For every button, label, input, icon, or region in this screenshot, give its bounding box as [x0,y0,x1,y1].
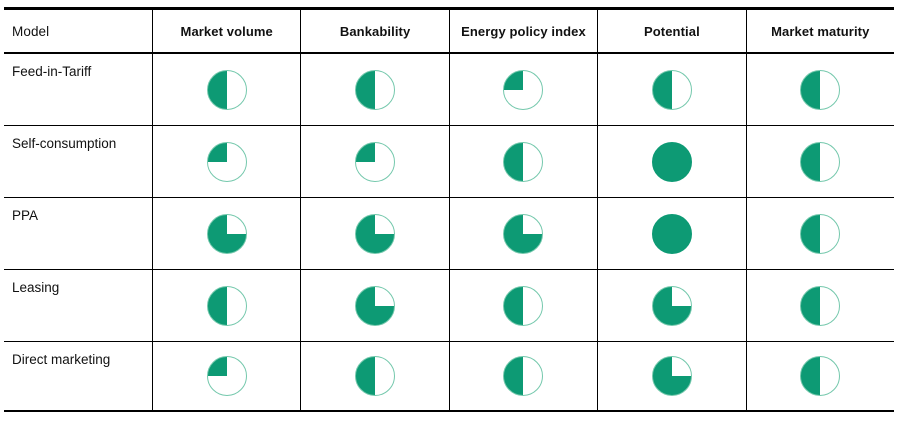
column-header-bankability: Bankability [300,10,448,52]
row-label: Feed-in-Tariff [12,64,92,79]
row-label: Leasing [12,280,60,295]
harvey-ball-cell [152,126,300,197]
table-row: Feed-in-Tariff [4,54,894,126]
column-header-energy-policy-index: Energy policy index [448,10,597,52]
harvey-ball-cell [745,270,894,341]
harvey-ball-icon [503,69,544,110]
header-row: Model Market volume Bankability Energy p… [4,7,894,54]
harvey-ball-cell [597,198,745,269]
harvey-ball-icon [355,213,396,254]
harvey-ball-cell [448,54,597,125]
harvey-ball-cell [597,270,745,341]
harvey-ball-cell [300,198,448,269]
row-label: Self-consumption [12,136,117,151]
table-row: PPA [4,198,894,270]
harvey-ball-cell [745,342,894,410]
table-row: Leasing [4,270,894,342]
harvey-ball-icon [206,213,247,254]
harvey-ball-cell [300,54,448,125]
harvey-ball-icon [206,285,247,326]
harvey-ball-cell [152,270,300,341]
harvey-ball-cell [448,342,597,410]
table-row: Direct marketing [4,342,894,412]
harvey-ball-cell [448,198,597,269]
harvey-ball-cell [597,54,745,125]
harvey-ball-icon [800,356,841,396]
table-row: Self-consumption [4,126,894,198]
column-header-market-volume: Market volume [152,10,300,52]
harvey-ball-icon [651,356,692,396]
harvey-ball-icon [206,356,247,396]
harvey-ball-icon [503,356,544,396]
harvey-ball-cell [745,54,894,125]
column-header-model: Model [12,23,50,39]
harvey-ball-cell [448,270,597,341]
harvey-ball-icon [503,213,544,254]
row-label: PPA [12,208,39,223]
row-label: Direct marketing [12,352,111,367]
harvey-ball-icon [503,285,544,326]
harvey-ball-icon [355,285,396,326]
harvey-ball-cell [597,126,745,197]
harvey-ball-cell [152,198,300,269]
harvey-ball-cell [745,198,894,269]
harvey-ball-icon [800,213,841,254]
harvey-ball-cell [152,54,300,125]
column-header-potential: Potential [597,10,745,52]
harvey-ball-cell [745,126,894,197]
harvey-ball-cell [300,270,448,341]
column-header-market-maturity: Market maturity [745,10,894,52]
harvey-ball-icon [206,141,247,182]
harvey-ball-icon [206,69,247,110]
harvey-ball-icon [651,141,692,182]
harvey-ball-cell [152,342,300,410]
harvey-ball-cell [448,126,597,197]
harvey-ball-icon [355,69,396,110]
harvey-ball-icon [355,356,396,396]
harvey-ball-icon [651,213,692,254]
harvey-ball-icon [651,285,692,326]
harvey-ball-icon [800,285,841,326]
harvey-ball-cell [597,342,745,410]
harvey-ball-icon [503,141,544,182]
comparison-matrix: Model Market volume Bankability Energy p… [4,7,894,412]
table-body: Feed-in-Tariff Self-consumption PPA Leasing… [4,54,894,412]
harvey-ball-icon [800,69,841,110]
harvey-ball-icon [355,141,396,182]
harvey-ball-icon [651,69,692,110]
harvey-ball-cell [300,126,448,197]
harvey-ball-cell [300,342,448,410]
harvey-ball-icon [800,141,841,182]
